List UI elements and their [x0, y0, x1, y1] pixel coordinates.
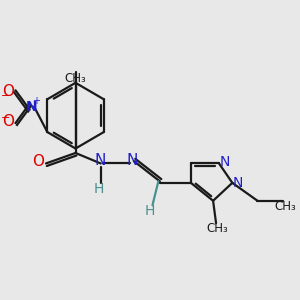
Text: −: −: [1, 91, 11, 101]
Text: N: N: [232, 176, 243, 190]
Text: H: H: [144, 204, 155, 218]
Text: H: H: [94, 182, 104, 196]
Text: CH₃: CH₃: [275, 200, 296, 213]
Text: CH₃: CH₃: [65, 72, 86, 85]
Text: O: O: [2, 84, 14, 99]
Text: N: N: [127, 153, 138, 168]
Text: N: N: [95, 153, 106, 168]
Text: O: O: [32, 154, 44, 169]
Text: N: N: [25, 100, 37, 114]
Text: N: N: [219, 155, 230, 169]
Text: +: +: [32, 96, 40, 106]
Text: CH₃: CH₃: [206, 222, 228, 235]
Text: O: O: [2, 114, 14, 129]
Text: −: −: [1, 113, 11, 123]
